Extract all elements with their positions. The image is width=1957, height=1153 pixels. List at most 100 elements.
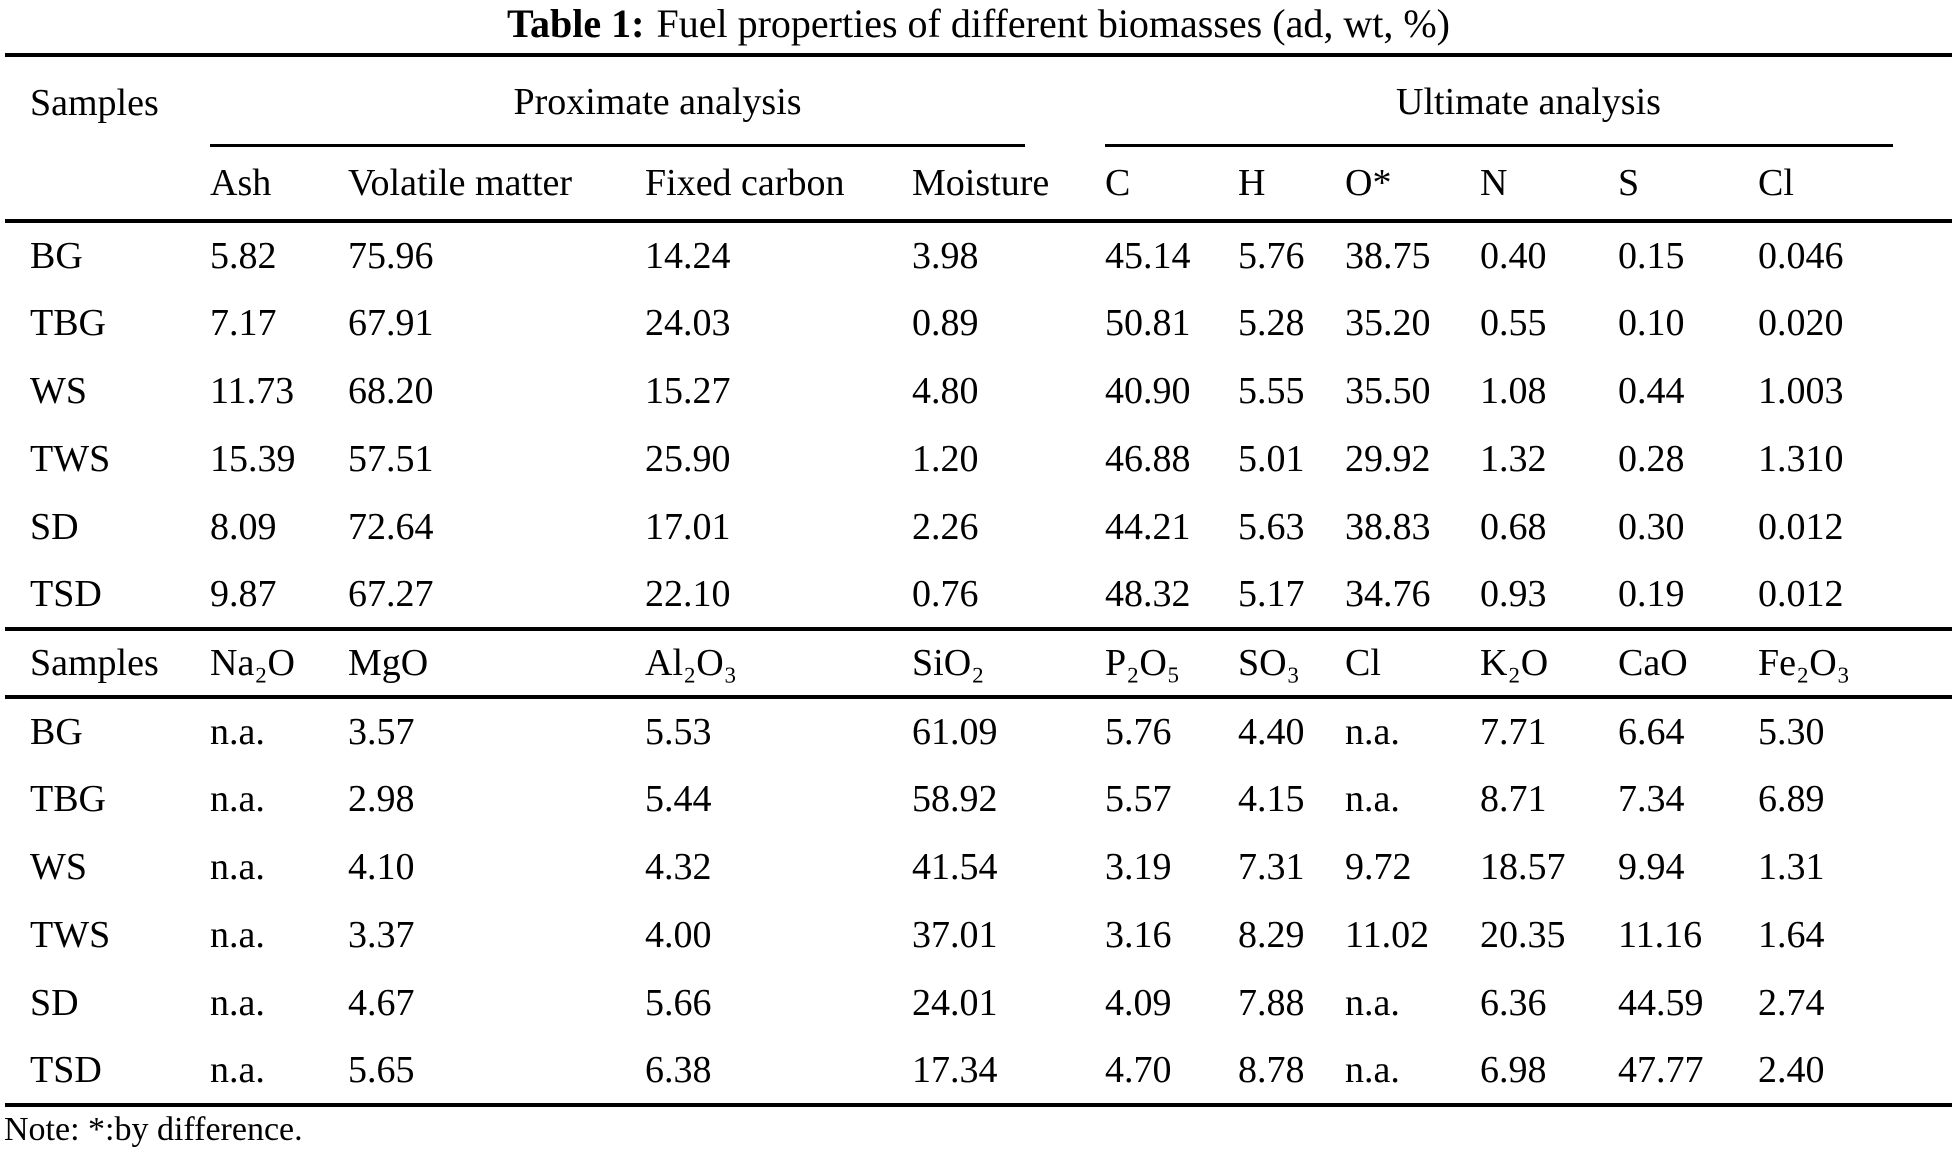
cell: 0.020 — [1758, 302, 1844, 344]
column-header-row-1: Ash Volatile matter Fixed carbon Moistur… — [5, 147, 1952, 221]
col-n: N — [1480, 162, 1508, 204]
table-row-tbg: TBG 7.17 67.91 24.03 0.89 50.81 5.28 35.… — [5, 289, 1952, 357]
cell: 0.28 — [1618, 438, 1685, 480]
cell: 7.31 — [1238, 846, 1305, 888]
proximate-underline — [210, 144, 1025, 147]
table-row-sd-oxides: SD n.a. 4.67 5.66 24.01 4.09 7.88 n.a. 6… — [5, 969, 1952, 1037]
cell: 4.32 — [645, 846, 712, 888]
cell: 75.96 — [348, 235, 434, 277]
cell: 1.08 — [1480, 370, 1547, 412]
col-moisture: Moisture — [912, 162, 1050, 204]
group-header-row: Samples Proximate analysis Ultimate anal… — [5, 55, 1952, 147]
cell: 35.50 — [1345, 370, 1431, 412]
table-row-ws-oxides: WS n.a. 4.10 4.32 41.54 3.19 7.31 9.72 1… — [5, 833, 1952, 901]
cell: 0.10 — [1618, 302, 1685, 344]
cell: 50.81 — [1105, 302, 1191, 344]
cell: 5.44 — [645, 778, 712, 820]
cell: n.a. — [1345, 1049, 1400, 1091]
cell: 0.93 — [1480, 573, 1547, 615]
cell: 3.98 — [912, 235, 979, 277]
cell: n.a. — [1345, 778, 1400, 820]
col-mgo: MgO — [348, 642, 429, 684]
ultimate-analysis-label: Ultimate analysis — [1396, 81, 1661, 123]
cell: n.a. — [1345, 982, 1400, 1024]
cell: 2.74 — [1758, 982, 1825, 1024]
col-s: S — [1618, 162, 1640, 204]
cell: n.a. — [210, 1049, 265, 1091]
cell: 4.09 — [1105, 982, 1172, 1024]
col-cl: Cl — [1758, 162, 1794, 204]
cell: 5.76 — [1105, 711, 1172, 753]
cell: 1.003 — [1758, 370, 1844, 412]
cell: 44.21 — [1105, 506, 1191, 548]
cell: 6.64 — [1618, 711, 1685, 753]
col-fe2o3: Fe₂O₃ — [1758, 642, 1850, 684]
cell: 6.89 — [1758, 778, 1825, 820]
cell: 4.40 — [1238, 711, 1305, 753]
sample-label: SD — [30, 982, 79, 1024]
cell: 20.35 — [1480, 914, 1566, 956]
samples-header-1: Samples — [30, 82, 159, 124]
cell: 1.20 — [912, 438, 979, 480]
cell: 6.98 — [1480, 1049, 1547, 1091]
cell: 6.38 — [645, 1049, 712, 1091]
cell: 7.17 — [210, 302, 277, 344]
cell: 46.88 — [1105, 438, 1191, 480]
cell: 8.71 — [1480, 778, 1547, 820]
table-footnote: Note: *:by difference. — [4, 1111, 303, 1148]
cell: 38.75 — [1345, 235, 1431, 277]
cell: 38.83 — [1345, 506, 1431, 548]
cell: 0.89 — [912, 302, 979, 344]
cell: 29.92 — [1345, 438, 1431, 480]
table-caption: Table 1: Fuel properties of different bio… — [0, 0, 1957, 53]
cell: 7.34 — [1618, 778, 1685, 820]
cell: 9.94 — [1618, 846, 1685, 888]
sample-label: TSD — [30, 573, 102, 615]
cell: 22.10 — [645, 573, 731, 615]
sample-label: WS — [30, 370, 87, 412]
cell: 4.70 — [1105, 1049, 1172, 1091]
cell: 4.67 — [348, 982, 415, 1024]
cell: 0.15 — [1618, 235, 1685, 277]
cell: n.a. — [210, 914, 265, 956]
table-row-bg: BG 5.82 75.96 14.24 3.98 45.14 5.76 38.7… — [5, 221, 1952, 289]
cell: 9.72 — [1345, 846, 1412, 888]
ultimate-analysis-header: Ultimate analysis — [1105, 55, 1952, 147]
proximate-analysis-header: Proximate analysis — [210, 55, 1105, 147]
samples-header-2: Samples — [30, 642, 159, 684]
col-fixed-carbon: Fixed carbon — [645, 162, 845, 204]
cell: 17.01 — [645, 506, 731, 548]
cell: 5.57 — [1105, 778, 1172, 820]
sample-label: BG — [30, 711, 83, 753]
cell: n.a. — [1345, 711, 1400, 753]
column-header-row-2: Samples Na₂O MgO Al₂O₃ SiO₂ P₂O₅ SO₃ Cl … — [5, 629, 1952, 697]
cell: 11.73 — [210, 370, 295, 412]
cell: n.a. — [210, 846, 265, 888]
cell: 67.27 — [348, 573, 434, 615]
cell: 3.16 — [1105, 914, 1172, 956]
cell: 48.32 — [1105, 573, 1191, 615]
col-ash: Ash — [210, 162, 272, 204]
col-so3: SO₃ — [1238, 642, 1300, 684]
cell: 0.012 — [1758, 573, 1844, 615]
cell: 40.90 — [1105, 370, 1191, 412]
cell: 5.63 — [1238, 506, 1305, 548]
cell: 35.20 — [1345, 302, 1431, 344]
cell: 67.91 — [348, 302, 434, 344]
cell: 61.09 — [912, 711, 998, 753]
col-k2o: K₂O — [1480, 642, 1549, 684]
cell: 0.44 — [1618, 370, 1685, 412]
cell: 6.36 — [1480, 982, 1547, 1024]
table-row-bg-oxides: BG n.a. 3.57 5.53 61.09 5.76 4.40 n.a. 7… — [5, 697, 1952, 765]
cell: 17.34 — [912, 1049, 998, 1091]
sample-label: TBG — [30, 302, 106, 344]
sample-label: TWS — [30, 914, 111, 956]
cell: 9.87 — [210, 573, 277, 615]
sample-label: TBG — [30, 778, 106, 820]
col-volatile-matter: Volatile matter — [348, 162, 573, 204]
col-cao: CaO — [1618, 642, 1688, 684]
cell: 15.27 — [645, 370, 731, 412]
sample-label: BG — [30, 235, 83, 277]
cell: 8.29 — [1238, 914, 1305, 956]
cell: 1.31 — [1758, 846, 1825, 888]
